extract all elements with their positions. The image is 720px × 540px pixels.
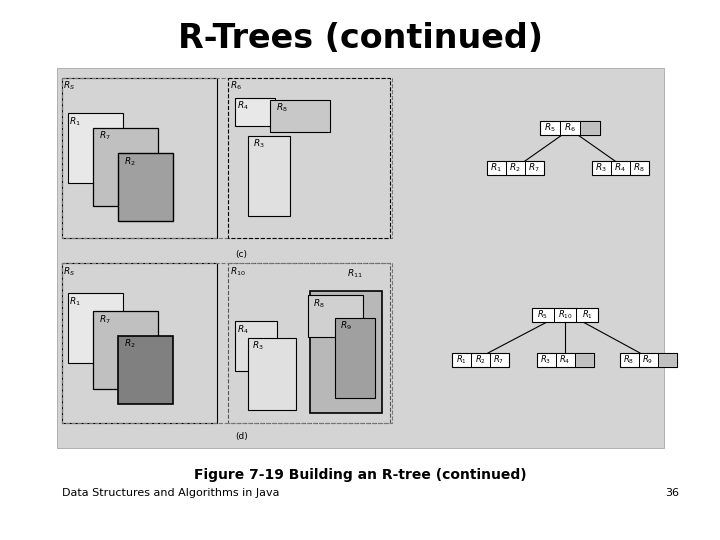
Bar (228, 78, 390, 238)
Bar (540, 121, 600, 135)
Text: $R_{11}$: $R_{11}$ (347, 267, 363, 280)
Text: R-Trees (continued): R-Trees (continued) (178, 22, 542, 55)
Text: $R_2$: $R_2$ (124, 155, 135, 167)
Text: $R_{10}$: $R_{10}$ (230, 265, 246, 278)
Text: $R_6$: $R_6$ (230, 80, 242, 92)
Bar (451, 353, 508, 367)
Bar (532, 308, 598, 322)
Text: $R_3$: $R_3$ (595, 162, 607, 174)
Text: $R_3$: $R_3$ (253, 138, 265, 151)
Text: $R_9$: $R_9$ (340, 320, 352, 333)
Text: $R_3$: $R_3$ (252, 340, 264, 353)
Text: $R_2$: $R_2$ (474, 354, 485, 366)
Text: $R_5$: $R_5$ (538, 309, 549, 321)
Text: $R_1$: $R_1$ (582, 309, 593, 321)
Text: $R_{10}$: $R_{10}$ (557, 309, 572, 321)
Bar (536, 353, 593, 367)
Bar (619, 353, 677, 367)
Text: $R_2$: $R_2$ (124, 338, 135, 350)
Bar (335, 318, 375, 398)
Text: $R_4$: $R_4$ (237, 100, 249, 112)
Bar (657, 353, 677, 367)
Bar (270, 100, 330, 132)
Bar (592, 161, 649, 175)
Bar (62, 263, 392, 423)
Text: $R_9$: $R_9$ (642, 354, 654, 366)
Bar (62, 78, 392, 238)
Bar (62, 78, 217, 238)
Text: $R_3$: $R_3$ (541, 354, 552, 366)
Text: $R_4$: $R_4$ (237, 323, 249, 335)
Text: $R_1$: $R_1$ (69, 295, 81, 307)
Bar (68, 293, 123, 363)
Text: $R_4$: $R_4$ (614, 162, 626, 174)
Text: $R_2$: $R_2$ (509, 162, 521, 174)
Bar (487, 161, 544, 175)
Text: 36: 36 (665, 488, 679, 498)
Bar (68, 113, 123, 183)
Text: $R_8$: $R_8$ (313, 297, 325, 309)
Bar (62, 263, 217, 423)
Bar (235, 321, 277, 371)
Bar (580, 121, 600, 135)
Text: $R_1$: $R_1$ (69, 115, 81, 127)
Bar (308, 295, 363, 337)
Bar (118, 153, 173, 221)
Bar (235, 98, 275, 126)
Bar (248, 136, 290, 216)
Bar (228, 263, 390, 423)
Text: $R_7$: $R_7$ (528, 162, 540, 174)
Text: $R_8$: $R_8$ (624, 354, 634, 366)
Bar (93, 311, 158, 389)
Text: $R_S$: $R_S$ (63, 80, 75, 92)
Text: $R_8$: $R_8$ (276, 102, 288, 114)
Bar (118, 336, 173, 404)
Text: $R_6$: $R_6$ (564, 122, 576, 134)
Text: $R_7$: $R_7$ (99, 130, 111, 143)
Text: $R_5$: $R_5$ (544, 122, 556, 134)
Bar (93, 128, 158, 206)
Text: $R_S$: $R_S$ (63, 265, 75, 278)
Bar (575, 353, 593, 367)
Bar (310, 291, 382, 413)
Text: (d): (d) (235, 432, 248, 441)
Text: $R_7$: $R_7$ (493, 354, 505, 366)
Bar (57, 68, 664, 448)
Text: $R_8$: $R_8$ (633, 162, 645, 174)
Text: Data Structures and Algorithms in Java: Data Structures and Algorithms in Java (62, 488, 279, 498)
Text: $R_1$: $R_1$ (490, 162, 502, 174)
Text: (c): (c) (235, 250, 247, 259)
Text: $R_1$: $R_1$ (456, 354, 467, 366)
Bar (248, 338, 296, 410)
Text: $R_7$: $R_7$ (99, 313, 111, 326)
Text: Figure 7-19 Building an R-tree (continued): Figure 7-19 Building an R-tree (continue… (194, 468, 526, 482)
Text: $R_4$: $R_4$ (559, 354, 571, 366)
